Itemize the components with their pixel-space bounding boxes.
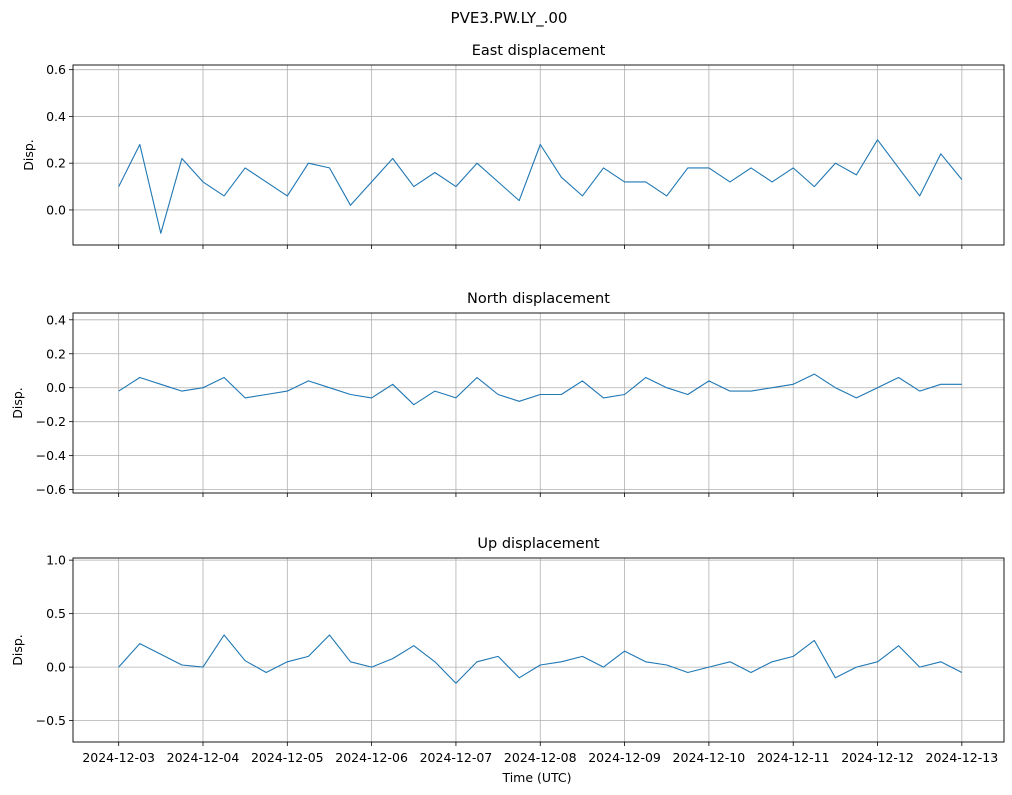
y-tick-label: 0.2 (46, 346, 66, 361)
y-tick-label: −0.2 (36, 414, 66, 429)
panel-title: North displacement (467, 291, 610, 307)
y-tick-label: −0.4 (36, 448, 66, 463)
y-axis-label: Disp. (10, 634, 25, 666)
x-tick-label: 2024-12-11 (757, 750, 830, 765)
x-tick-label: 2024-12-13 (926, 750, 999, 765)
y-axis-label: Disp. (21, 139, 36, 171)
y-tick-label: 0.4 (46, 109, 66, 124)
y-tick-label: 0.6 (46, 62, 66, 77)
y-axis-label: Disp. (10, 387, 25, 419)
x-tick-label: 2024-12-07 (420, 750, 493, 765)
x-axis-label: Time (UTC) (501, 770, 571, 785)
y-tick-label: −0.5 (36, 713, 66, 728)
figure-title: PVE3.PW.LY_.00 (451, 9, 568, 28)
series-line (118, 373, 962, 406)
panel-title: Up displacement (477, 536, 599, 552)
y-tick-label: 0.2 (46, 156, 66, 171)
x-tick-label: 2024-12-08 (504, 750, 577, 765)
y-tick-label: 0.5 (46, 606, 66, 621)
panel-east: 0.0 0.2 0.4 0.6 East displacement Disp. (21, 43, 1005, 249)
y-tick-label: 1.0 (46, 553, 66, 568)
y-tick-label: 0.4 (46, 312, 66, 327)
plot-frame (72, 312, 1005, 494)
y-tick-label: 0.0 (46, 380, 66, 395)
plot-frame (72, 64, 1005, 246)
plot-frame (72, 557, 1005, 743)
x-tick-label: 2024-12-04 (167, 750, 240, 765)
y-tick-label: 0.0 (46, 202, 66, 217)
panel-north: −0.6 −0.4 −0.2 0.0 0.2 0.4 North displacement D… (10, 291, 1005, 497)
x-tick-label: 2024-12-05 (251, 750, 324, 765)
y-tick-label: 0.0 (46, 660, 66, 675)
x-tick-label: 2024-12-03 (82, 750, 155, 765)
x-tick-label: 2024-12-12 (841, 750, 914, 765)
x-tick-label: 2024-12-06 (335, 750, 408, 765)
panel-title: East displacement (472, 43, 606, 59)
series-line (118, 139, 963, 234)
panel-up: 2024-12-03 2024-12-04 2024-12-05 2024-12-06… (10, 536, 1005, 765)
series-line (118, 634, 963, 684)
x-tick-label: 2024-12-09 (588, 750, 661, 765)
x-tick-label: 2024-12-10 (673, 750, 746, 765)
y-tick-label: −0.6 (36, 482, 66, 497)
